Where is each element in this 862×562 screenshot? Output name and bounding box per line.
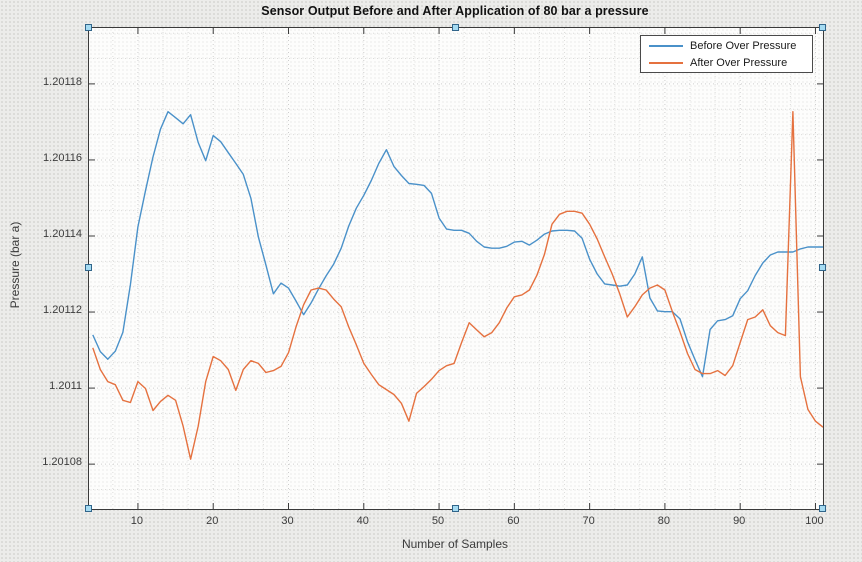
- x-tick-label: 60: [507, 515, 520, 527]
- x-axis-label[interactable]: Number of Samples: [401, 537, 509, 551]
- selection-handle[interactable]: [818, 264, 826, 271]
- series-line-after[interactable]: [92, 110, 823, 460]
- legend[interactable]: Before Over Pressure After Over Pressure: [640, 35, 813, 73]
- x-tick-label: 50: [431, 515, 445, 527]
- x-tick-label: 100: [805, 515, 824, 527]
- chart-title[interactable]: Sensor Output Before and After Applicati…: [261, 4, 649, 18]
- selection-handle[interactable]: [84, 504, 92, 512]
- y-tick-label: 1.20112: [43, 304, 82, 317]
- x-tick-label: 80: [657, 515, 671, 527]
- x-tick-label: 40: [356, 515, 369, 527]
- plot-area[interactable]: [88, 27, 824, 510]
- y-tick-label: 1.20118: [43, 75, 82, 88]
- x-tick-label: 30: [281, 515, 294, 527]
- x-tick-label: 90: [733, 515, 746, 527]
- legend-label-after: After Over Pressure: [690, 56, 788, 69]
- selection-handle[interactable]: [818, 504, 826, 512]
- selection-handle[interactable]: [818, 23, 826, 31]
- series-line-before[interactable]: [92, 110, 823, 378]
- selection-handle[interactable]: [84, 264, 92, 271]
- legend-line-sample-before: [649, 44, 683, 47]
- y-axis-label[interactable]: Pressure (bar a): [8, 221, 22, 309]
- y-tick-label: 1.20108: [42, 456, 82, 469]
- legend-line-sample-after: [649, 61, 683, 64]
- legend-label-before: Before Over Pressure: [690, 39, 797, 52]
- y-tick-label: 1.2011: [49, 380, 82, 393]
- x-tick-label: 70: [582, 515, 595, 527]
- selection-handle[interactable]: [84, 23, 92, 31]
- y-tick-label: 1.20114: [43, 227, 82, 240]
- y-tick-label: 1.20116: [43, 151, 82, 164]
- legend-entry-before[interactable]: Before Over Pressure: [641, 38, 812, 53]
- selection-handle[interactable]: [451, 504, 459, 512]
- x-tick-label: 20: [206, 515, 219, 527]
- chart-svg: [89, 28, 823, 509]
- x-tick-label: 10: [130, 515, 144, 527]
- legend-entry-after[interactable]: After Over Pressure: [641, 55, 812, 70]
- selection-handle[interactable]: [451, 23, 459, 31]
